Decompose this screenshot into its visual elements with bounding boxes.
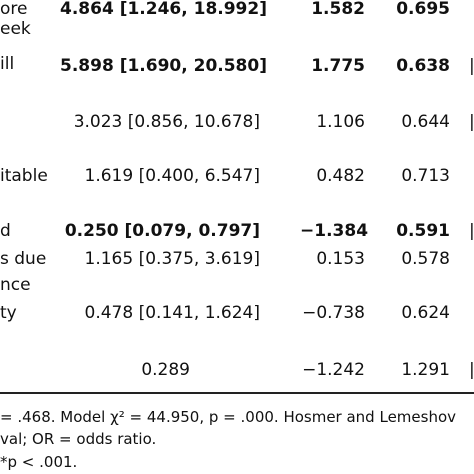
row-6-se: 0.578 xyxy=(401,249,450,269)
row-7-or-ci: 0.478 [0.141, 1.624] xyxy=(84,303,260,323)
row-5-label-line-1: d xyxy=(0,221,11,241)
row-3-b: 1.106 xyxy=(316,112,365,132)
row-2-or-ci: 5.898 [1.690, 20.580] xyxy=(60,56,267,76)
row-8-or-ci: 0.289 xyxy=(141,360,190,380)
row-5-se: 0.591 xyxy=(396,221,450,241)
table-bottom-rule xyxy=(0,392,474,394)
row-1-label-line-1: ore xyxy=(0,0,28,19)
row-4-b: 0.482 xyxy=(316,166,365,186)
table-note-line-3: *p < .001. xyxy=(0,453,78,471)
row-6-b: 0.153 xyxy=(316,249,365,269)
row-5-cut-edge: | xyxy=(469,221,474,241)
row-5-b: −1.384 xyxy=(300,221,369,241)
row-2-b: 1.775 xyxy=(311,56,365,76)
row-3-or-ci: 3.023 [0.856, 10.678] xyxy=(73,112,260,132)
table-note-line-2: val; OR = odds ratio. xyxy=(0,430,157,448)
row-3-se: 0.644 xyxy=(401,112,450,132)
row-1-or-ci: 4.864 [1.246, 18.992] xyxy=(60,0,267,19)
row-6-label-line-1: s due xyxy=(0,249,47,269)
row-4-se: 0.713 xyxy=(401,166,450,186)
row-2-label-line-1: ill xyxy=(0,54,15,74)
row-4-or-ci: 1.619 [0.400, 6.547] xyxy=(84,166,260,186)
row-8-b: −1.242 xyxy=(302,360,365,380)
table-note-line-1: = .468. Model χ² = 44.950, p = .000. Hos… xyxy=(0,408,457,426)
row-7-b: −0.738 xyxy=(302,303,365,323)
row-8-se: 1.291 xyxy=(401,360,450,380)
row-7-se: 0.624 xyxy=(401,303,450,323)
row-2-cut-edge: | xyxy=(469,56,474,76)
row-2-se: 0.638 xyxy=(396,56,450,76)
row-1-b: 1.582 xyxy=(311,0,365,19)
row-3-cut-edge: | xyxy=(469,112,474,132)
row-6-label-line-2: nce xyxy=(0,275,31,295)
row-6-or-ci: 1.165 [0.375, 3.619] xyxy=(84,249,260,269)
row-8-cut-edge: | xyxy=(469,360,474,380)
row-1-label-line-2: eek xyxy=(0,19,31,39)
row-5-or-ci: 0.250 [0.079, 0.797] xyxy=(64,221,260,241)
row-7-label-line-1: ty xyxy=(0,303,17,323)
row-4-label-line-1: itable xyxy=(0,166,48,186)
row-1-se: 0.695 xyxy=(396,0,450,19)
